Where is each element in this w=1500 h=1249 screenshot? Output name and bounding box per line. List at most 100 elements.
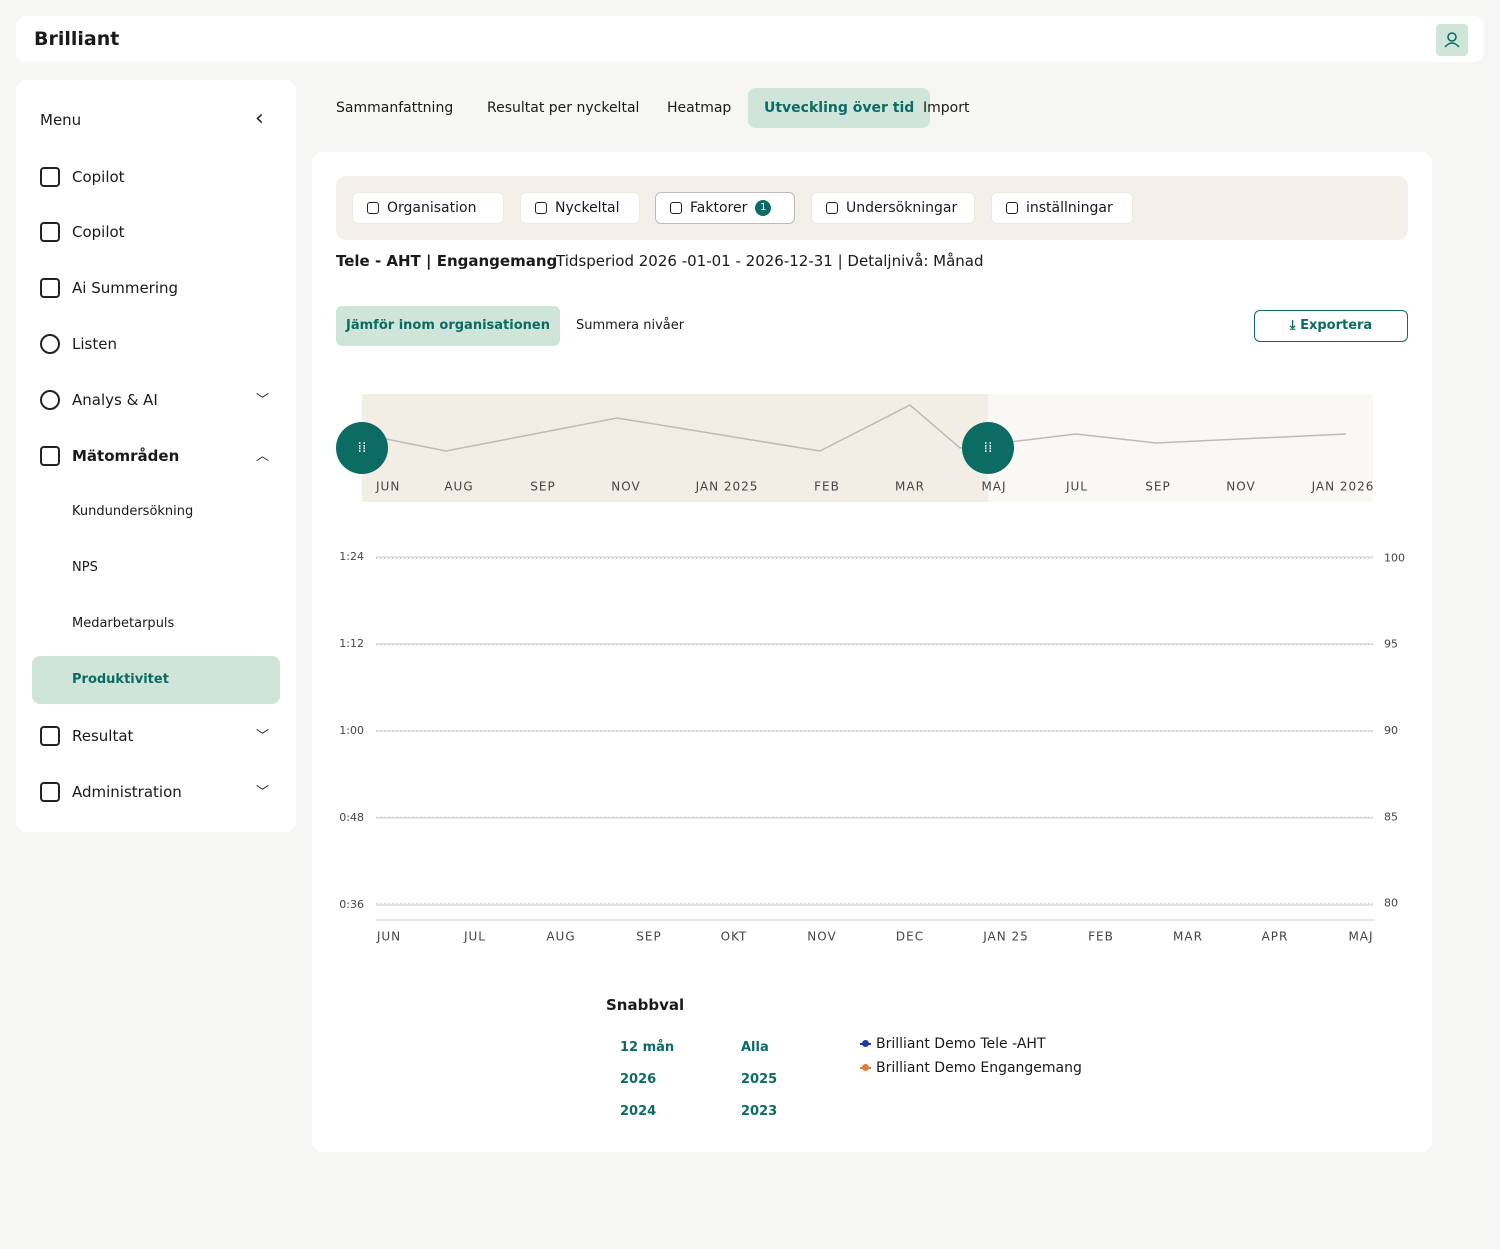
navigator-line [375,404,1347,452]
user-icon [1444,32,1460,48]
chevron[interactable]: ﹀ [256,785,270,800]
chart: ⁞⁞ ⁞⁞ JUN AUG SEP NOV JAN 2025 FEB MAR MAJ JUL SE… [336,394,1405,944]
navigator-label: NOV [1226,480,1255,494]
navigator-label: SEP [530,480,555,494]
summary-title: Tele - AHT | Engangemang [336,252,558,270]
y-tick-label: 1:24 [339,550,364,563]
menu-item[interactable]: Copilot [40,222,125,242]
handle-grip: ⁞⁞ [358,440,367,456]
user-button[interactable] [1436,24,1468,56]
submenu-item[interactable]: Produktivitet [72,672,169,687]
tab-active[interactable]: Utveckling över tid [748,88,931,128]
tab[interactable]: Resultat per nyckeltal [487,100,640,116]
quick-option[interactable]: 12 mån [620,1040,675,1055]
navigator-handle[interactable] [962,422,1014,474]
menu-item[interactable]: Copilot [40,167,125,187]
chevron[interactable]: ﹀ [256,393,270,408]
y2-tick-label: 85 [1384,810,1398,823]
chevron[interactable]: ︿ [256,449,270,464]
navigator-label: JUN [375,480,400,494]
x-tick-label: APR [1262,930,1289,944]
x-tick-label: MAR [1173,930,1203,944]
x-tick-label: MAJ [1348,930,1373,944]
filter-label: inställningar [1026,200,1113,216]
menu-item[interactable]: Listen [40,334,117,354]
y2-tick-label: 100 [1384,551,1405,564]
toggle-active[interactable]: Jämför inom organisationen [336,306,560,346]
filter-badge: 1 [755,200,772,216]
navigator-label: AUG [444,480,473,494]
filter-button[interactable]: Organisation [352,192,504,224]
sidebar [16,80,296,832]
navigator-label: MAJ [981,480,1006,494]
menu-title: Menu [40,111,82,129]
y-tick-label: 0:48 [339,811,364,824]
filter-label: Undersökningar [846,200,958,216]
navigator-label: NOV [611,480,640,494]
filter-icon [826,202,838,214]
quick-option[interactable]: 2025 [741,1072,778,1087]
x-tick-label: JUL [463,930,486,944]
navigator-selection [362,394,988,502]
logo: Brilliant [34,28,120,50]
filter-button[interactable]: Undersökningar [811,192,975,224]
y-tick-label: 0:36 [339,898,364,911]
quick-option[interactable]: 2026 [620,1072,657,1087]
filter-button[interactable]: Nyckeltal [520,192,640,224]
y-tick-label: 1:00 [339,724,364,737]
menu-icon [40,726,60,746]
submenu-item[interactable]: NPS [72,560,98,575]
collapse-button[interactable]: ‹ [255,106,264,131]
menu-label: Ai Summering [72,279,179,297]
filter-button[interactable]: inställningar [991,192,1133,224]
y2-tick-label: 90 [1384,724,1398,737]
menu-icon [40,334,60,354]
y2-tick-label: 95 [1384,638,1398,651]
navigator-label: MAR [895,480,925,494]
menu-label: Administration [72,783,182,801]
x-tick-label: OKT [721,930,748,944]
navigator-label: JAN 2025 [695,480,759,494]
submenu-item[interactable]: Kundundersökning [72,504,194,519]
export-button[interactable]: ⤓ Exportera [1254,310,1408,342]
filter-label: Nyckeltal [555,200,620,216]
menu-item[interactable]: Administration [40,782,182,802]
handle-grip: ⁞⁞ [984,440,993,456]
legend-item[interactable]: Brilliant Demo Tele -AHT [860,1036,1046,1052]
legend-marker [860,1064,871,1071]
quick-option[interactable]: Alla [741,1040,769,1055]
x-tick-label: FEB [1088,930,1114,944]
legend-label: Brilliant Demo Engangemang [876,1060,1082,1076]
filter-icon [1006,202,1018,214]
active-item-bg [32,656,280,704]
menu-icon [40,446,60,466]
y2-tick-label: 80 [1384,897,1398,910]
tab[interactable]: Sammanfattning [336,100,454,116]
summary-period: Tidsperiod 2026 -01-01 - 2026-12-31 | De… [556,252,984,270]
menu-item[interactable]: Ai Summering [40,278,178,298]
menu-icon [40,390,60,410]
menu-icon [40,278,60,298]
menu-item[interactable]: Mätområden [40,446,179,466]
submenu-item[interactable]: Medarbetarpuls [72,616,175,631]
navigator-handle[interactable] [336,422,388,474]
quick-title: Snabbval [606,996,685,1014]
quick-option[interactable]: 2023 [741,1104,778,1119]
menu-icon [40,782,60,802]
navigator-label: FEB [814,480,840,494]
menu-item[interactable]: Analys & AI [40,390,158,410]
chevron[interactable]: ﹀ [256,729,270,744]
menu-label: Resultat [72,727,134,745]
quick-option[interactable]: 2024 [620,1104,657,1119]
legend-dot [862,1064,869,1071]
tab[interactable]: Heatmap [667,100,732,116]
tab[interactable]: Import [923,100,970,116]
x-tick-label: NOV [807,930,836,944]
toggle[interactable]: Summera nivåer [576,318,685,333]
x-tick-label: JAN 25 [982,930,1029,944]
filter-icon [535,202,547,214]
menu-label: Mätområden [72,447,180,465]
menu-item[interactable]: Resultat [40,726,133,746]
filter-button[interactable]: Faktorer 1 [655,192,795,224]
legend-item[interactable]: Brilliant Demo Engangemang [860,1060,1082,1076]
